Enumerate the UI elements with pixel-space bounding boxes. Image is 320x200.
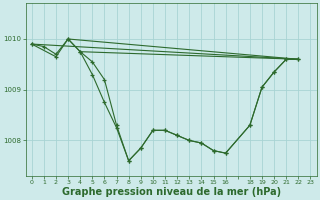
X-axis label: Graphe pression niveau de la mer (hPa): Graphe pression niveau de la mer (hPa) (61, 187, 281, 197)
